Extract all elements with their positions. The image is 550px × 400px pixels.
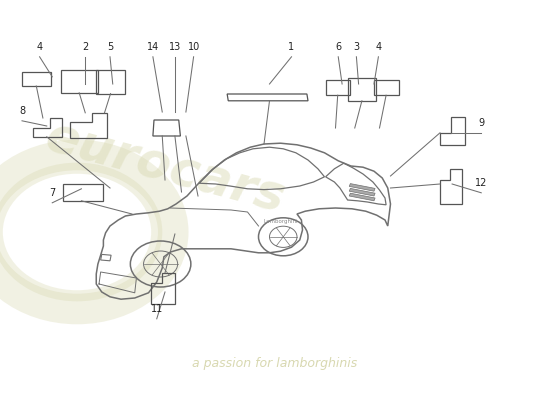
Text: 3: 3 [353, 42, 360, 52]
Bar [63, 184, 103, 201]
Text: eurocars: eurocars [40, 113, 290, 223]
Text: 6: 6 [335, 42, 342, 52]
Text: 13: 13 [169, 42, 181, 52]
Polygon shape [349, 188, 375, 196]
Text: Lamborghini: Lamborghini [264, 219, 299, 224]
Polygon shape [349, 193, 375, 201]
Text: 9: 9 [478, 118, 485, 128]
Bar [374, 80, 399, 95]
Text: a passion for lamborghinis: a passion for lamborghinis [192, 358, 358, 370]
Text: 4: 4 [375, 42, 382, 52]
Polygon shape [349, 184, 375, 191]
Text: 1: 1 [288, 42, 295, 52]
Text: 7: 7 [49, 188, 56, 198]
Text: 11: 11 [151, 304, 163, 314]
Text: 12: 12 [475, 178, 487, 188]
Bar [326, 80, 350, 95]
Text: 10: 10 [188, 42, 200, 52]
Bar [22, 72, 51, 86]
Text: 5: 5 [107, 42, 113, 52]
Text: 2: 2 [82, 42, 89, 52]
Text: 8: 8 [19, 106, 25, 116]
Bar [60, 70, 98, 93]
Bar [96, 70, 125, 94]
Text: 4: 4 [36, 42, 43, 52]
Bar [348, 78, 376, 101]
Text: 14: 14 [147, 42, 159, 52]
